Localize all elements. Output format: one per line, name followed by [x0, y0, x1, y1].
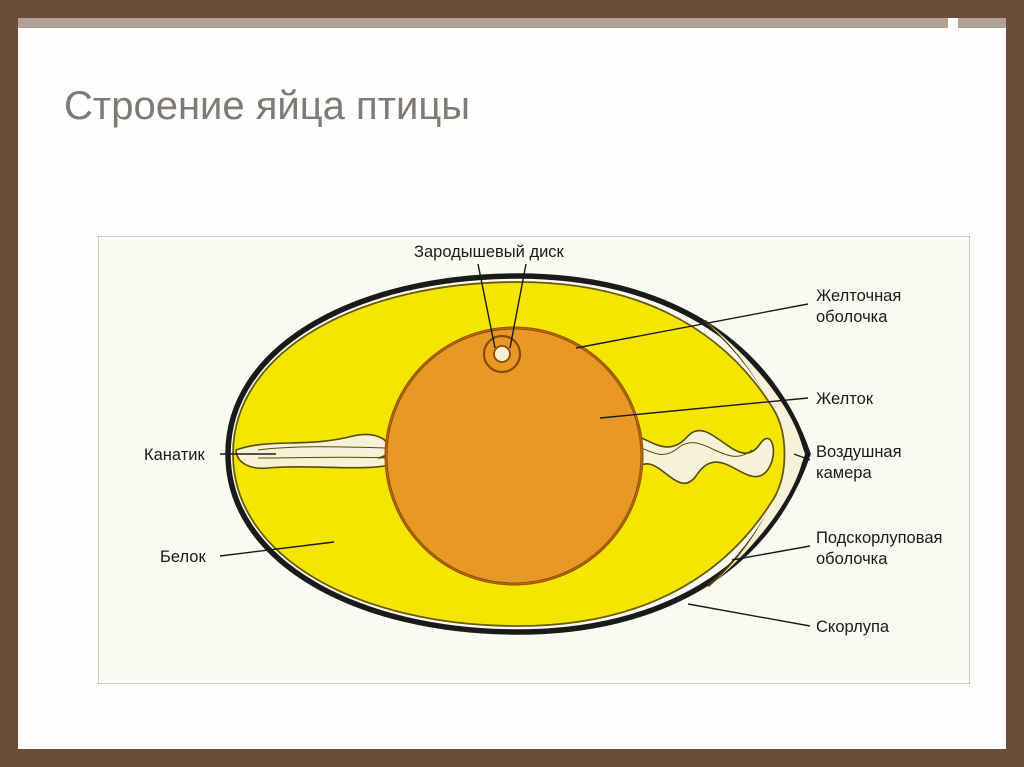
decor-bar: [18, 18, 1006, 34]
label-chalaza: Канатик: [144, 445, 205, 466]
slide-inner: Строение яйца птицы: [18, 18, 1006, 749]
label-yolk-membrane: Желточная оболочка: [816, 286, 901, 327]
label-air-cell: Воздушная камера: [816, 442, 902, 483]
label-yolk: Желток: [816, 389, 873, 410]
label-sub-membrane: Подскорлуповая оболочка: [816, 528, 942, 569]
label-germinal-disc: Зародышевый диск: [414, 242, 564, 263]
label-albumen: Белок: [160, 547, 206, 568]
page-title: Строение яйца птицы: [18, 34, 1006, 165]
egg-diagram: Зародышевый диск Желточная оболочка Желт…: [98, 236, 970, 684]
label-shell: Скорлупа: [816, 617, 889, 638]
